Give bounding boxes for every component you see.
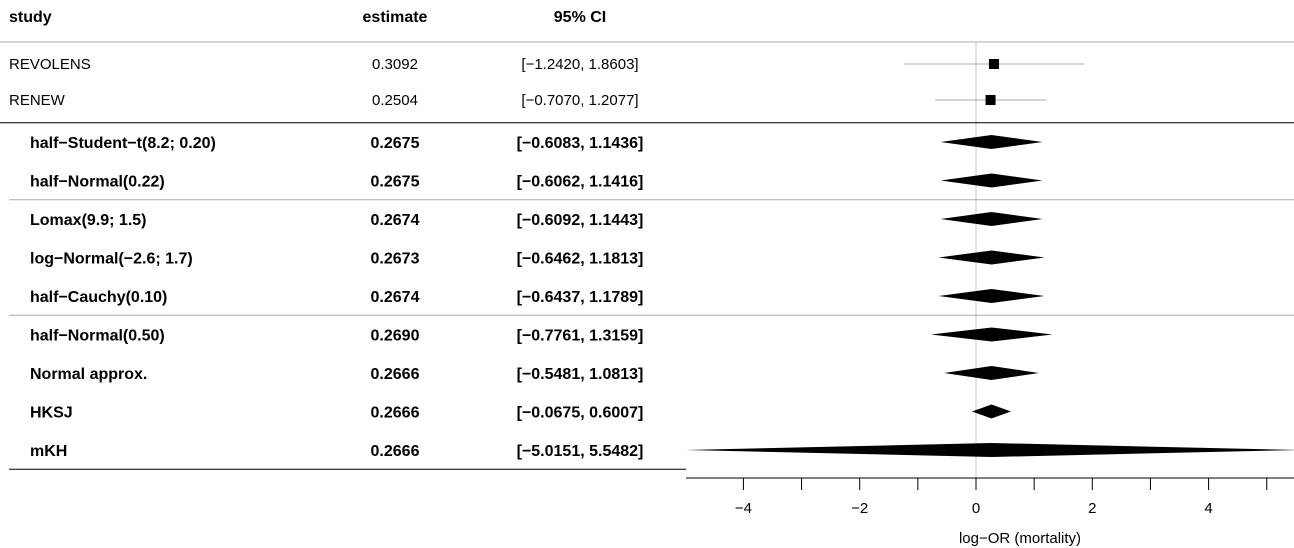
- summary-estimate: 0.2690: [371, 328, 420, 345]
- study-ci: [−1.2420, 1.8603]: [521, 56, 638, 73]
- summary-diamond: [972, 404, 1011, 419]
- summary-label: half−Normal(0.22): [30, 174, 165, 191]
- summary-ci: [−0.6083, 1.1436]: [517, 135, 644, 152]
- study-point: [985, 95, 996, 105]
- summary-estimate: 0.2674: [371, 289, 420, 306]
- summary-label: HKSJ: [30, 405, 73, 422]
- summary-label: log−Normal(−2.6; 1.7): [30, 251, 193, 268]
- summary-ci: [−0.5481, 1.0813]: [517, 366, 644, 383]
- summary-ci: [−5.0151, 5.5482]: [517, 443, 644, 460]
- x-tick-label: −2: [851, 500, 868, 517]
- x-tick-label: 4: [1204, 500, 1212, 517]
- summary-estimate: 0.2675: [371, 174, 420, 191]
- summary-ci: [−0.6062, 1.1416]: [517, 174, 644, 191]
- summary-ci: [−0.6092, 1.1443]: [517, 212, 644, 229]
- summary-diamond: [940, 212, 1043, 226]
- summary-estimate: 0.2675: [371, 135, 420, 152]
- summary-estimate: 0.2674: [371, 212, 420, 229]
- summary-diamond: [938, 289, 1045, 303]
- x-axis-label: log−OR (mortality): [959, 530, 1081, 547]
- summary-estimate: 0.2673: [371, 251, 420, 268]
- header-ci: 95% CI: [554, 9, 606, 26]
- study-point: [988, 59, 999, 69]
- summary-ci: [−0.7761, 1.3159]: [517, 328, 644, 345]
- summary-ci: [−0.6437, 1.1789]: [517, 289, 644, 306]
- study-estimate: 0.2504: [372, 92, 418, 109]
- x-tick-label: 0: [972, 500, 980, 517]
- summary-ci: [−0.6462, 1.1813]: [517, 251, 644, 268]
- header-study: study: [9, 9, 52, 26]
- study-label: RENEW: [9, 92, 66, 109]
- summary-label: Lomax(9.9; 1.5): [30, 212, 146, 229]
- summary-label: half−Cauchy(0.10): [30, 289, 167, 306]
- summary-ci: [−0.0675, 0.6007]: [517, 405, 644, 422]
- summary-label: half−Student−t(8.2; 0.20): [30, 135, 216, 152]
- x-tick-label: 2: [1088, 500, 1096, 517]
- study-estimate: 0.3092: [372, 56, 418, 73]
- header-estimate: estimate: [363, 9, 428, 26]
- summary-label: half−Normal(0.50): [30, 328, 165, 345]
- summary-label: mKH: [30, 443, 67, 460]
- study-label: REVOLENS: [9, 56, 91, 73]
- summary-diamond: [940, 173, 1043, 188]
- summary-label: Normal approx.: [30, 366, 147, 383]
- summary-diamond: [944, 366, 1039, 380]
- summary-diamond: [940, 135, 1043, 149]
- summary-estimate: 0.2666: [371, 366, 420, 383]
- summary-estimate: 0.2666: [371, 405, 420, 422]
- summary-diamond: [686, 443, 1294, 457]
- summary-diamond: [938, 250, 1045, 265]
- study-ci: [−0.7070, 1.2077]: [521, 92, 638, 109]
- summary-diamond: [930, 327, 1053, 342]
- summary-estimate: 0.2666: [371, 443, 420, 460]
- x-tick-label: −4: [735, 500, 752, 517]
